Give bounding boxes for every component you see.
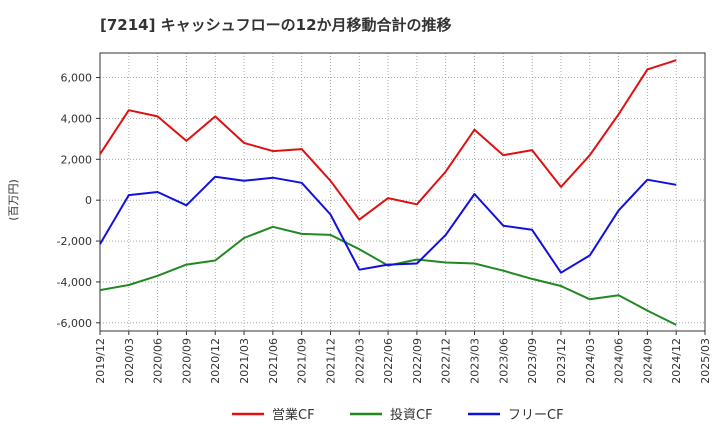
x-tick-label: 2021/12 — [324, 338, 337, 384]
y-axis-label: (百万円) — [7, 179, 20, 221]
y-axis-ticks: -6,000 -4,000 -2,000 0 2,000 4,000 6,000 — [57, 72, 100, 330]
x-tick-label: 2022/12 — [440, 338, 453, 384]
legend-label: 営業CF — [272, 407, 315, 423]
grid-lines — [99, 53, 706, 331]
series-lines — [99, 59, 677, 326]
x-tick-label: 2024/06 — [613, 338, 626, 384]
legend-item: 営業CF — [232, 407, 315, 423]
x-tick-label: 2023/09 — [526, 338, 539, 384]
x-tick-label: 2024/03 — [584, 338, 597, 384]
x-tick-label: 2023/03 — [469, 338, 482, 384]
legend-item: フリーCF — [468, 408, 564, 423]
x-tick-label: 2023/12 — [555, 338, 568, 384]
legend-label: 投資CF — [390, 407, 433, 423]
chart-title: [7214] キャッシュフローの12か月移動合計の推移 — [100, 16, 452, 34]
x-axis-ticks: 2019/12 2020/03 2020/06 2020/09 2020/12 2021/… — [94, 331, 712, 384]
y-tick-label: -6,000 — [57, 317, 92, 330]
x-tick-label: 2020/03 — [123, 338, 136, 384]
x-tick-label: 2021/09 — [296, 338, 309, 384]
legend: 営業CF 投資CF フリーCF — [232, 407, 564, 423]
legend-item: 投資CF — [350, 407, 433, 423]
x-tick-label: 2020/06 — [152, 338, 165, 384]
y-tick-label: 6,000 — [61, 72, 93, 85]
x-tick-label: 2021/06 — [267, 338, 280, 384]
x-tick-label: 2022/03 — [353, 338, 366, 384]
legend-label: フリーCF — [508, 408, 564, 423]
x-tick-label: 2023/06 — [497, 338, 510, 384]
x-tick-label: 2019/12 — [94, 338, 107, 384]
y-tick-label: -2,000 — [57, 235, 92, 248]
x-tick-label: 2020/09 — [180, 338, 193, 384]
x-tick-label: 2021/03 — [238, 338, 251, 384]
series-line-営業CF — [99, 59, 677, 221]
x-tick-label: 2022/06 — [382, 338, 395, 384]
y-tick-label: 4,000 — [61, 112, 93, 125]
x-tick-label: 2024/12 — [670, 338, 683, 384]
x-tick-label: 2020/12 — [209, 338, 222, 384]
series-line-フリーCF — [99, 175, 677, 274]
x-tick-label: 2024/09 — [641, 338, 654, 384]
y-tick-label: 0 — [85, 194, 92, 207]
plot-frame — [99, 52, 706, 332]
y-tick-label: 2,000 — [61, 153, 93, 166]
x-tick-label: 2025/03 — [699, 338, 712, 384]
y-tick-label: -4,000 — [57, 276, 92, 289]
x-tick-label: 2022/09 — [411, 338, 424, 384]
